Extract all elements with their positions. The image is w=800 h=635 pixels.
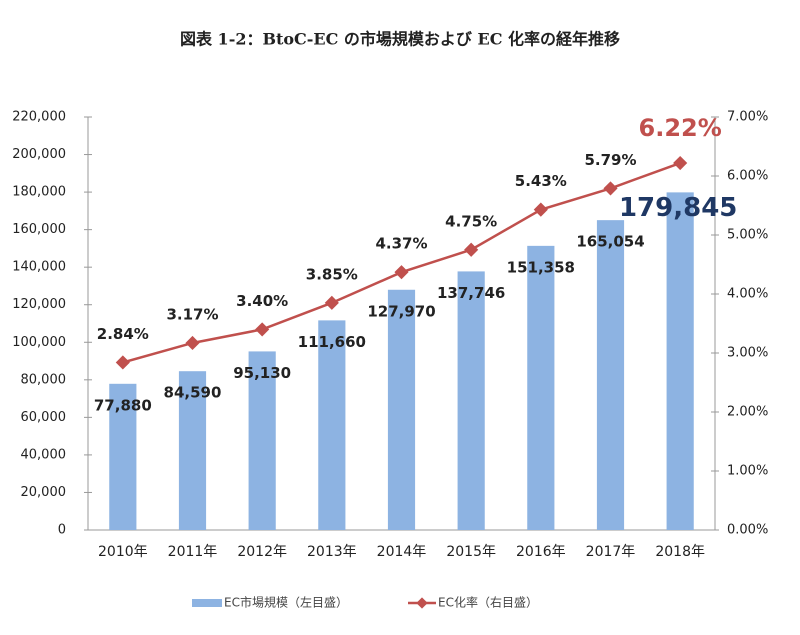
bar xyxy=(457,271,485,530)
legend-label: EC化率（右目盛） xyxy=(438,595,538,610)
x-tick-label: 2011年 xyxy=(168,544,218,560)
x-tick-label: 2014年 xyxy=(377,544,427,560)
line-value-label: 2.84% xyxy=(97,325,149,343)
y-tick-label: 100,000 xyxy=(12,335,66,350)
y-tick-label: 4.00% xyxy=(727,287,768,302)
legend-swatch xyxy=(416,597,428,609)
y-tick-label: 120,000 xyxy=(12,297,66,312)
x-tick-label: 2016年 xyxy=(516,544,566,560)
line-value-label: 3.85% xyxy=(306,265,358,283)
bar-value-label: 165,054 xyxy=(576,233,644,251)
y-tick-label: 60,000 xyxy=(21,410,67,425)
line-value-label: 6.22% xyxy=(639,114,722,142)
bar-value-label: 77,880 xyxy=(94,396,152,414)
y-tick-label: 6.00% xyxy=(727,169,768,184)
y-tick-label: 0 xyxy=(58,523,66,538)
x-tick-label: 2012年 xyxy=(237,544,287,560)
y-tick-label: 180,000 xyxy=(12,185,66,200)
legend-swatch xyxy=(192,599,222,607)
line-value-label: 3.40% xyxy=(236,292,288,310)
y-tick-label: 1.00% xyxy=(727,464,768,479)
y-tick-label: 200,000 xyxy=(12,147,66,162)
marker xyxy=(185,335,200,351)
bar-value-label: 137,746 xyxy=(437,284,505,302)
bar xyxy=(527,245,555,531)
y-tick-label: 80,000 xyxy=(21,372,67,387)
bar-value-label: 95,130 xyxy=(233,364,291,382)
y-tick-label: 0.00% xyxy=(727,523,768,538)
marker xyxy=(464,242,479,257)
marker xyxy=(324,295,339,310)
line-value-label: 4.37% xyxy=(375,235,427,253)
x-tick-label: 2010年 xyxy=(98,544,148,560)
line-value-label: 5.79% xyxy=(584,151,636,169)
marker xyxy=(603,181,618,196)
y-tick-label: 3.00% xyxy=(727,346,768,361)
chart-title: 図表 1-2：BtoC-EC の市場規模および EC 化率の経年推移 xyxy=(180,30,620,49)
bar xyxy=(248,351,276,530)
y-tick-label: 20,000 xyxy=(21,485,67,500)
line-value-label: 3.17% xyxy=(166,305,218,323)
y-tick-label: 220,000 xyxy=(12,110,66,125)
line-value-label: 5.43% xyxy=(515,172,567,190)
bar-value-label: 84,590 xyxy=(164,384,222,402)
bar xyxy=(109,383,137,530)
bar-value-label: 111,660 xyxy=(298,333,366,351)
y-tick-label: 5.00% xyxy=(727,228,768,243)
y-tick-label: 160,000 xyxy=(12,222,66,237)
marker xyxy=(255,322,270,337)
marker xyxy=(533,202,548,217)
x-tick-label: 2018年 xyxy=(655,544,705,560)
legend-label: EC市場規模（左目盛） xyxy=(224,595,348,610)
bar-value-label: 179,845 xyxy=(619,193,737,223)
bar xyxy=(387,289,416,530)
y-tick-label: 140,000 xyxy=(12,260,66,275)
marker xyxy=(115,355,130,370)
marker xyxy=(673,155,688,171)
marker xyxy=(394,265,409,280)
y-tick-label: 40,000 xyxy=(21,447,67,462)
y-tick-label: 2.00% xyxy=(727,405,768,420)
bar xyxy=(666,192,694,530)
x-tick-label: 2015年 xyxy=(446,544,496,560)
x-tick-label: 2013年 xyxy=(307,544,357,560)
bar xyxy=(178,371,207,530)
line-value-label: 4.75% xyxy=(445,212,497,230)
bar xyxy=(596,220,625,530)
y-tick-label: 7.00% xyxy=(727,110,768,125)
bar xyxy=(318,320,346,530)
bar-value-label: 127,970 xyxy=(367,302,435,320)
x-tick-label: 2017年 xyxy=(586,544,636,560)
bar-value-label: 151,358 xyxy=(507,258,575,276)
